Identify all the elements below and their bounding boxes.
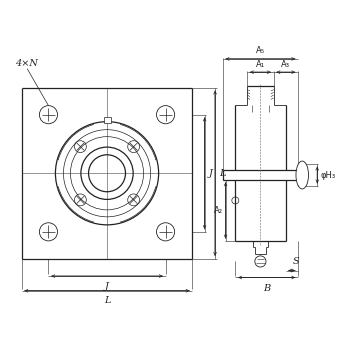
Text: A₃: A₃: [281, 60, 290, 69]
Text: A₅: A₅: [256, 47, 265, 55]
Text: A₂: A₂: [214, 206, 223, 215]
Bar: [104, 117, 111, 123]
Text: S: S: [293, 257, 300, 266]
Text: L: L: [219, 169, 226, 178]
Text: J: J: [209, 169, 213, 178]
Text: φH₃: φH₃: [321, 170, 336, 180]
Text: J: J: [105, 282, 109, 290]
Ellipse shape: [296, 161, 308, 189]
Text: A₁: A₁: [256, 60, 265, 69]
Text: B: B: [263, 284, 270, 293]
Bar: [22, 88, 192, 259]
Text: L: L: [104, 296, 110, 305]
Text: 4×N: 4×N: [15, 59, 38, 68]
